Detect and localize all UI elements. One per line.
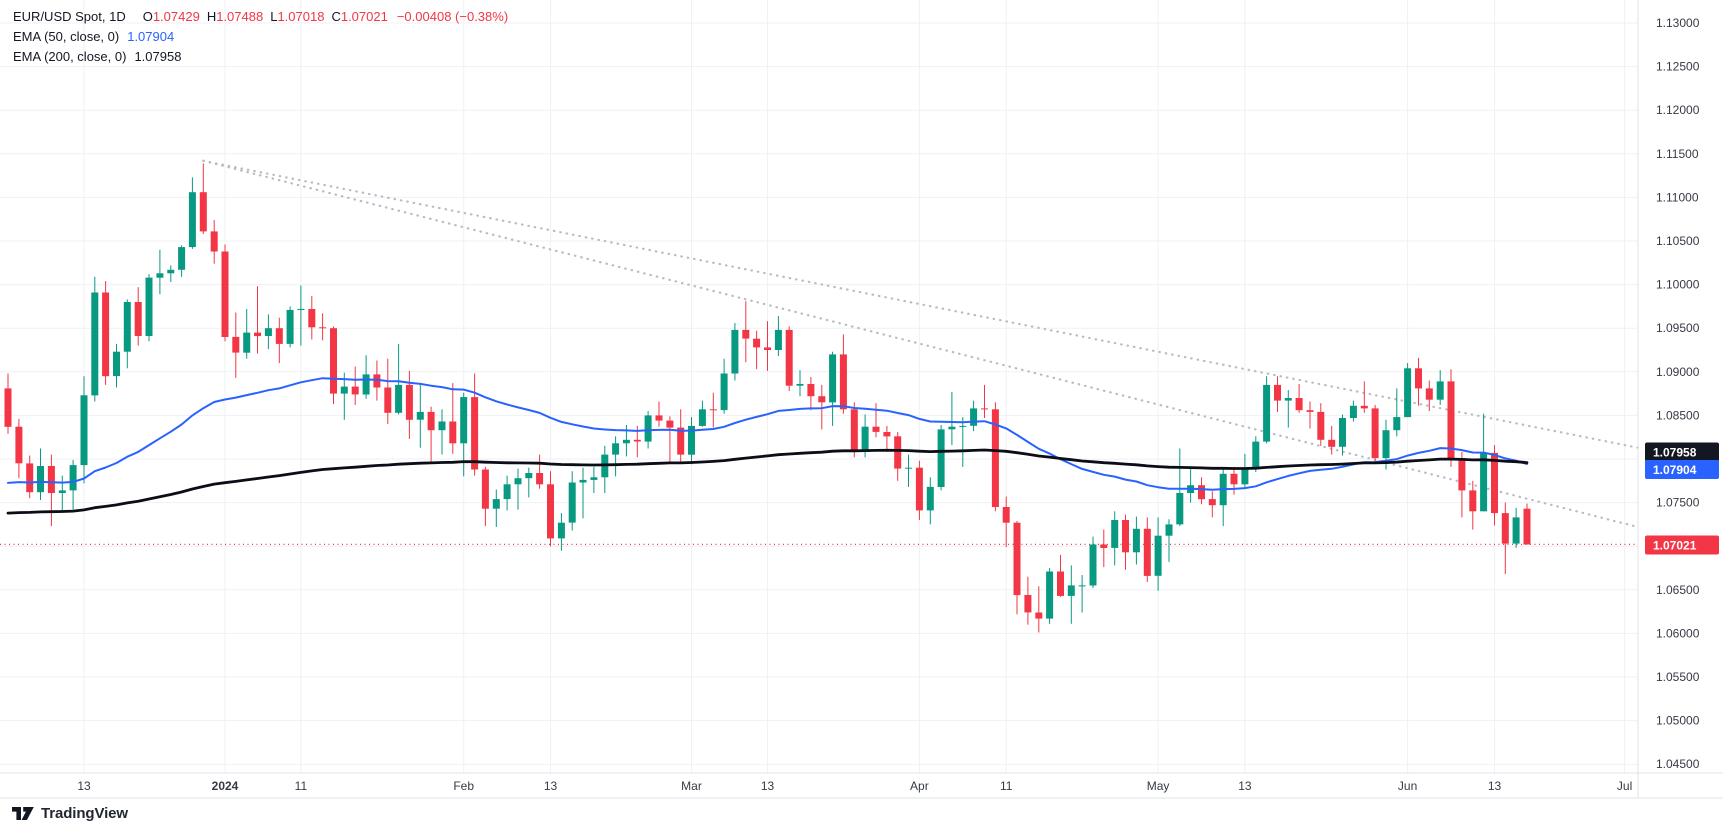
pane-borders bbox=[0, 0, 1723, 799]
ema200-label: EMA (200, close, 0) bbox=[13, 49, 127, 64]
price-tag-value: 1.07021 bbox=[1653, 539, 1697, 553]
tradingview-wordmark: TradingView bbox=[41, 805, 128, 822]
legend: EUR/USD Spot, 1D O1.07429 H1.07488 L1.07018… bbox=[13, 7, 508, 67]
y-axis-label: 1.06000 bbox=[1656, 626, 1700, 640]
y-axis-label: 1.10500 bbox=[1656, 234, 1700, 248]
ema50-line[interactable] bbox=[7, 377, 1528, 491]
change-value: −0.00408 (−0.38%) bbox=[396, 9, 509, 24]
y-axis-label: 1.10000 bbox=[1656, 278, 1700, 292]
low-value: 1.07018 bbox=[277, 9, 325, 24]
y-axis-label: 1.07500 bbox=[1656, 496, 1700, 510]
open-value: 1.07429 bbox=[152, 9, 200, 24]
time-axis-label: Mar bbox=[681, 779, 702, 793]
low-key: L bbox=[270, 9, 278, 24]
price-tag bbox=[1645, 535, 1719, 555]
time-axis-label: Jul bbox=[1617, 779, 1632, 793]
tradingview-logo[interactable]: TradingView bbox=[12, 805, 128, 822]
time-axis-label: 13 bbox=[761, 779, 775, 793]
time-axis-label: 11 bbox=[295, 779, 308, 793]
ema50-label: EMA (50, close, 0) bbox=[13, 29, 120, 44]
price-tag bbox=[1645, 460, 1719, 479]
y-axis-label: 1.11000 bbox=[1656, 190, 1699, 204]
y-axis-label: 1.05000 bbox=[1656, 714, 1700, 728]
ema200-value: 1.07958 bbox=[134, 49, 182, 64]
high-key: H bbox=[206, 9, 217, 24]
time-axis-label: 13 bbox=[77, 779, 91, 793]
y-axis-label: 1.06500 bbox=[1656, 583, 1700, 597]
time-axis-label: 13 bbox=[1488, 779, 1502, 793]
time-axis-label: Jun bbox=[1398, 779, 1417, 793]
close-key: C bbox=[331, 9, 341, 24]
price-scale[interactable]: 1.13000 1.12500 1.12000 1.11500 1.11000 1.105… bbox=[1645, 16, 1719, 771]
symbol-row[interactable]: EUR/USD Spot, 1D O1.07429 H1.07488 L1.07018… bbox=[13, 7, 508, 27]
y-axis-label: 1.04500 bbox=[1656, 757, 1700, 771]
time-axis-label: 11 bbox=[1000, 779, 1013, 793]
open-key: O bbox=[142, 9, 153, 24]
price-tag-value: 1.07904 bbox=[1653, 463, 1697, 477]
y-axis-label: 1.09500 bbox=[1656, 321, 1700, 335]
tradingview-glyph-icon bbox=[12, 807, 34, 820]
y-axis-label: 1.11500 bbox=[1656, 147, 1699, 161]
ema200-line[interactable] bbox=[6, 448, 1529, 515]
time-axis-label: May bbox=[1147, 779, 1170, 793]
symbol-title: EUR/USD Spot, 1D bbox=[13, 9, 126, 24]
time-axis-label: Feb bbox=[453, 779, 474, 793]
time-axis-label: 13 bbox=[544, 779, 558, 793]
y-axis-label: 1.05500 bbox=[1656, 670, 1700, 684]
y-axis-label: 1.13000 bbox=[1656, 16, 1700, 30]
time-scale[interactable]: 13 2024 11 Feb 13 Mar 13 Apr 11 May 13 Jun 13 Jul bbox=[77, 779, 1632, 793]
y-axis-label: 1.12000 bbox=[1656, 103, 1700, 117]
ema50-row[interactable]: EMA (50, close, 0) 1.07904 bbox=[13, 27, 508, 47]
high-value: 1.07488 bbox=[216, 9, 264, 24]
close-value: 1.07021 bbox=[340, 9, 388, 24]
price-tag-value: 1.07958 bbox=[1653, 446, 1697, 460]
y-axis-label: 1.12500 bbox=[1656, 60, 1700, 74]
trendline-drawings[interactable] bbox=[202, 159, 1640, 529]
ema200-row[interactable]: EMA (200, close, 0) 1.07958 bbox=[13, 47, 508, 67]
time-axis-label: 13 bbox=[1238, 779, 1252, 793]
candles bbox=[4, 163, 1531, 633]
time-axis-label: 2024 bbox=[212, 779, 239, 793]
time-axis-label: Apr bbox=[910, 779, 929, 793]
grid bbox=[0, 0, 1638, 773]
price-tag bbox=[1645, 442, 1719, 462]
y-axis-label: 1.08500 bbox=[1656, 408, 1700, 422]
y-axis-label: 1.09000 bbox=[1656, 365, 1700, 379]
ema50-value: 1.07904 bbox=[127, 29, 175, 44]
